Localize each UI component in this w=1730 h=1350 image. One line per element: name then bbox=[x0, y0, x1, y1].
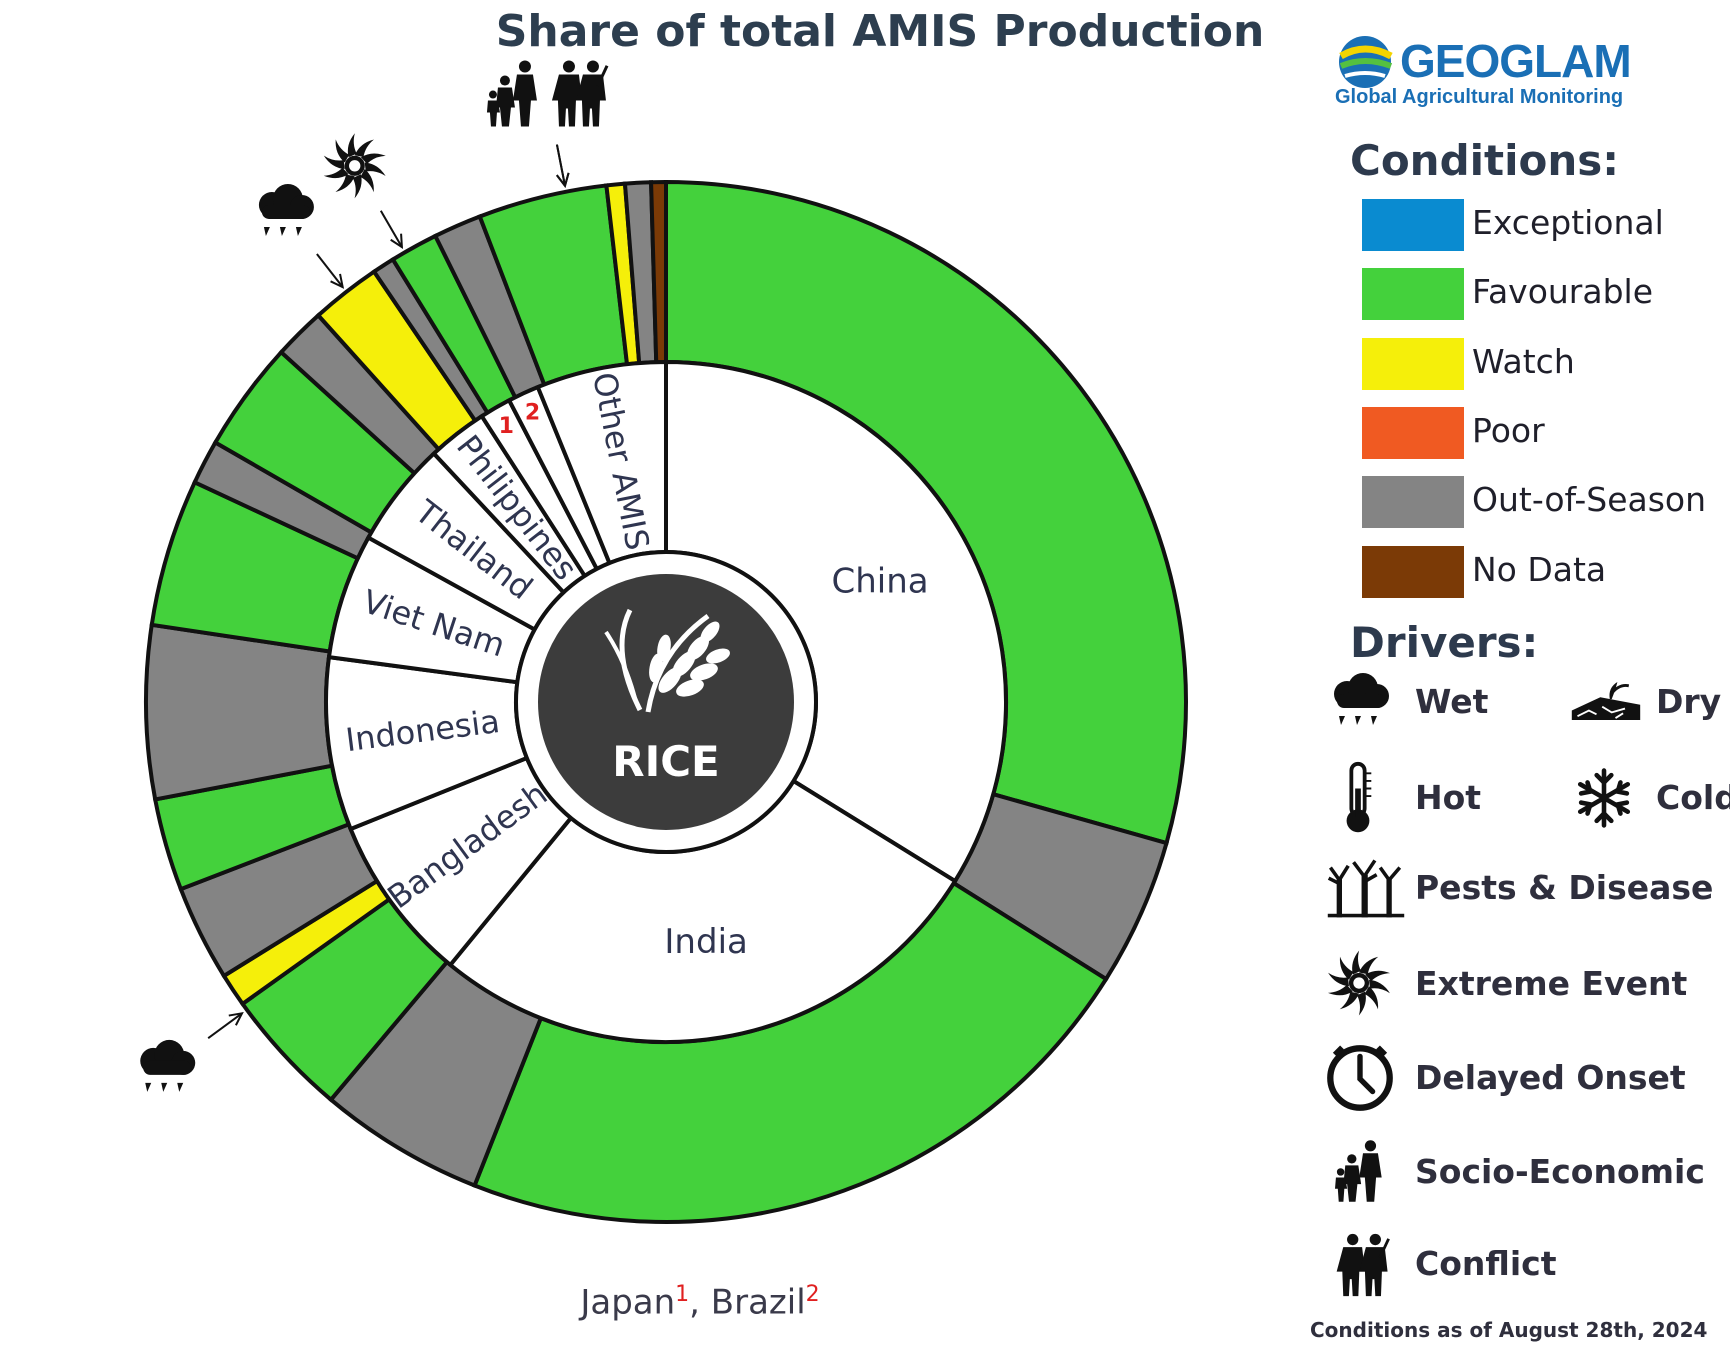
swatch-watch bbox=[1362, 338, 1464, 390]
annotation-arrow bbox=[379, 210, 403, 248]
drivers-title: Drivers: bbox=[1350, 618, 1539, 667]
inner-label-india: India bbox=[664, 922, 747, 962]
family-icon bbox=[1335, 1138, 1391, 1204]
annotation-arrow bbox=[316, 253, 344, 288]
legend-label: No Data bbox=[1472, 550, 1607, 589]
legend-label: Poor bbox=[1472, 411, 1545, 450]
annotation-arrowhead bbox=[556, 172, 570, 188]
soldiers-icon bbox=[1335, 1232, 1393, 1298]
soldiers-icon bbox=[551, 60, 609, 127]
driver-label: Dry bbox=[1656, 682, 1722, 721]
rain-cloud-icon bbox=[258, 183, 314, 236]
driver-label: Hot bbox=[1415, 778, 1482, 817]
driver-label: Wet bbox=[1415, 682, 1489, 721]
rain-cloud-icon bbox=[1325, 672, 1395, 732]
footnote-japan: Japan bbox=[580, 1282, 676, 1323]
geoglam-logo: GEOGLAM Global Agricultural Monitoring bbox=[1335, 30, 1715, 120]
center-badge bbox=[538, 574, 794, 830]
conditions-title: Conditions: bbox=[1350, 136, 1620, 185]
inner-label-china: China bbox=[831, 561, 928, 601]
logo-subtitle: Global Agricultural Monitoring bbox=[1335, 86, 1624, 108]
chart-title: Share of total AMIS Production bbox=[495, 6, 1265, 57]
thermometer-icon bbox=[1338, 760, 1378, 836]
snowflake-icon bbox=[1572, 766, 1636, 830]
logo-name: GEOGLAM bbox=[1400, 35, 1632, 87]
legend-label: Out-of-Season bbox=[1472, 480, 1707, 519]
driver-label: Extreme Event bbox=[1415, 964, 1688, 1003]
footnote-marker-2: 2 bbox=[805, 1282, 820, 1307]
dry-soil-icon bbox=[1568, 672, 1644, 730]
outer-ring bbox=[144, 179, 1188, 1224]
annotation-arrowhead bbox=[228, 1011, 244, 1026]
footnote-brazil: Brazil bbox=[710, 1282, 806, 1323]
annotation-arrow bbox=[207, 1012, 243, 1039]
legend-label: Favourable bbox=[1472, 272, 1654, 311]
annotation-arrow bbox=[555, 144, 566, 186]
pests-icon bbox=[1326, 856, 1406, 920]
driver-label: Delayed Onset bbox=[1415, 1058, 1686, 1097]
legend-label: Watch bbox=[1472, 342, 1575, 381]
swatch-out-of-season bbox=[1362, 476, 1464, 528]
footnote-marker-1: 1 bbox=[675, 1282, 690, 1307]
rain-cloud-icon bbox=[140, 1039, 196, 1092]
driver-label: Cold bbox=[1656, 778, 1730, 817]
legend-label: Exceptional bbox=[1472, 203, 1664, 242]
driver-label: Conflict bbox=[1415, 1244, 1557, 1283]
swatch-poor bbox=[1362, 407, 1464, 459]
driver-label: Socio-Economic bbox=[1415, 1152, 1705, 1191]
clock-icon bbox=[1324, 1042, 1396, 1114]
driver-label: Pests & Disease bbox=[1415, 868, 1714, 907]
annotation-arrowhead bbox=[330, 273, 345, 289]
inner-label-1: 1 bbox=[499, 414, 514, 439]
cyclone-icon bbox=[324, 133, 386, 198]
center-group: RICE bbox=[514, 550, 818, 854]
cyclone-icon bbox=[1324, 948, 1394, 1018]
annotation-arrowhead bbox=[390, 233, 404, 250]
swatch-no-data bbox=[1362, 546, 1464, 598]
rice-plant-icon bbox=[604, 608, 730, 713]
inner-label-2: 2 bbox=[525, 400, 540, 425]
swatch-favourable bbox=[1362, 268, 1464, 320]
swatch-exceptional bbox=[1362, 199, 1464, 251]
conditions-date: Conditions as of August 28th, 2024 bbox=[1310, 1318, 1708, 1342]
driver-annotations bbox=[140, 60, 609, 1092]
family-icon bbox=[486, 60, 537, 127]
globe-logo-icon bbox=[1339, 36, 1393, 88]
center-label: RICE bbox=[612, 737, 719, 786]
footnote: Japan1, Brazil2 bbox=[580, 1282, 820, 1323]
